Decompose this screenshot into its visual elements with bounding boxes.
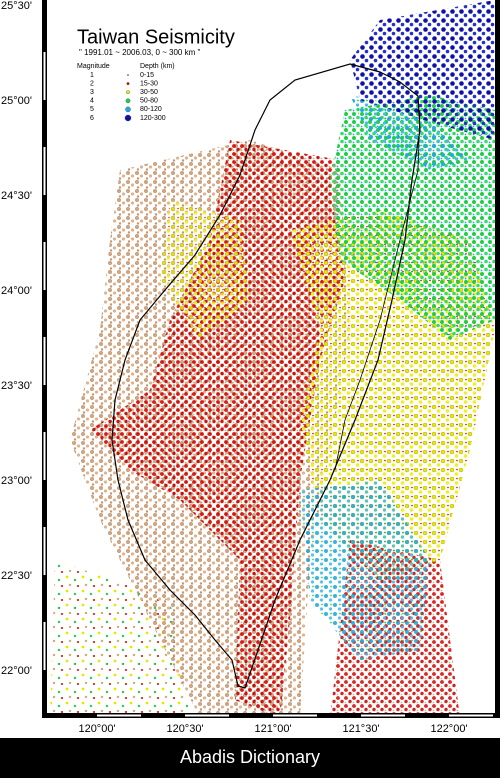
latitude-label: 25°30' — [1, 0, 32, 12]
frame-right — [495, 0, 500, 718]
longitude-label: 121°00' — [254, 723, 291, 735]
deep-seismicity-south — [300, 480, 430, 660]
longitude-labels: 120°00' 120°30' 121°00' 121°30' 122°00' — [78, 723, 467, 735]
frame-segment — [43, 527, 46, 575]
legend-depth: 30-50 — [140, 89, 158, 96]
legend-magnitude-header: Magnitude — [77, 63, 110, 70]
legend-depth: 0-15 — [140, 72, 154, 79]
legend-swatch — [125, 106, 131, 113]
legend-magnitude: 1 — [90, 72, 94, 79]
legend-depth-header: Depth (km) — [140, 63, 175, 70]
footer-bar — [0, 738, 500, 778]
legend-magnitude: 6 — [90, 115, 94, 122]
map-title: Taiwan Seismicity — [77, 26, 235, 48]
fault-line — [334, 109, 421, 471]
frame-segment — [185, 714, 229, 717]
latitude-label: 22°30' — [1, 570, 32, 582]
longitude-label: 122°00' — [430, 723, 467, 735]
map-subtitle: " 1991.01 ~ 2006.03, 0 ~ 300 km " — [79, 48, 200, 57]
legend-depth: 15-30 — [140, 80, 158, 87]
latitude-label: 22°00' — [1, 665, 32, 677]
longitude-label: 120°00' — [78, 723, 115, 735]
frame-segment — [449, 714, 493, 717]
crustal-seismicity — [90, 140, 345, 718]
longitude-label: 121°30' — [342, 723, 379, 735]
latitude-labels: 25°30' 25°00' 24°30' 24°00' 23°30' 23°00' 22°3… — [1, 0, 32, 677]
legend-depth: 50-80 — [140, 98, 158, 105]
taiwan-coastline — [111, 63, 421, 689]
latitude-label: 24°30' — [1, 190, 32, 202]
legend-depth: 80-120 — [140, 106, 162, 113]
frame-segment — [43, 52, 46, 100]
legend: 1 0-15 2 15-30 3 30-50 4 50-80 5 80-120 6 120-300 — [90, 72, 166, 122]
frame-segment — [43, 147, 46, 195]
latitude-label: 25°00' — [1, 95, 32, 107]
longitude-label: 120°30' — [166, 723, 203, 735]
legend-swatch — [126, 82, 130, 85]
legend-magnitude: 2 — [90, 80, 94, 87]
frame-segment — [361, 714, 405, 717]
frame-segment — [43, 622, 46, 670]
frame-segment — [43, 337, 46, 385]
latitude-label: 23°30' — [1, 380, 32, 392]
deep-seismicity-north — [350, 95, 470, 170]
frame-segment — [273, 714, 317, 717]
legend-magnitude: 4 — [90, 98, 94, 105]
legend-swatch — [124, 114, 132, 122]
frame-segment — [43, 242, 46, 290]
map-area — [47, 0, 495, 718]
legend-magnitude: 5 — [90, 106, 94, 113]
mid-depth-seismicity-west — [160, 200, 250, 340]
latitude-label: 23°00' — [1, 475, 32, 487]
frame-bottom — [42, 713, 500, 718]
legend-swatch — [125, 98, 131, 104]
legend-magnitude: 3 — [90, 89, 94, 96]
legend-swatch — [127, 74, 129, 76]
map-frame — [42, 0, 500, 718]
legend-swatch — [126, 90, 130, 95]
legend-depth: 120-300 — [140, 115, 166, 122]
latitude-label: 24°00' — [1, 285, 32, 297]
frame-segment — [97, 714, 141, 717]
very-deep-seismicity — [350, 0, 495, 140]
footer-text: Abadis Dictionary — [180, 747, 320, 767]
frame-segment — [43, 432, 46, 480]
